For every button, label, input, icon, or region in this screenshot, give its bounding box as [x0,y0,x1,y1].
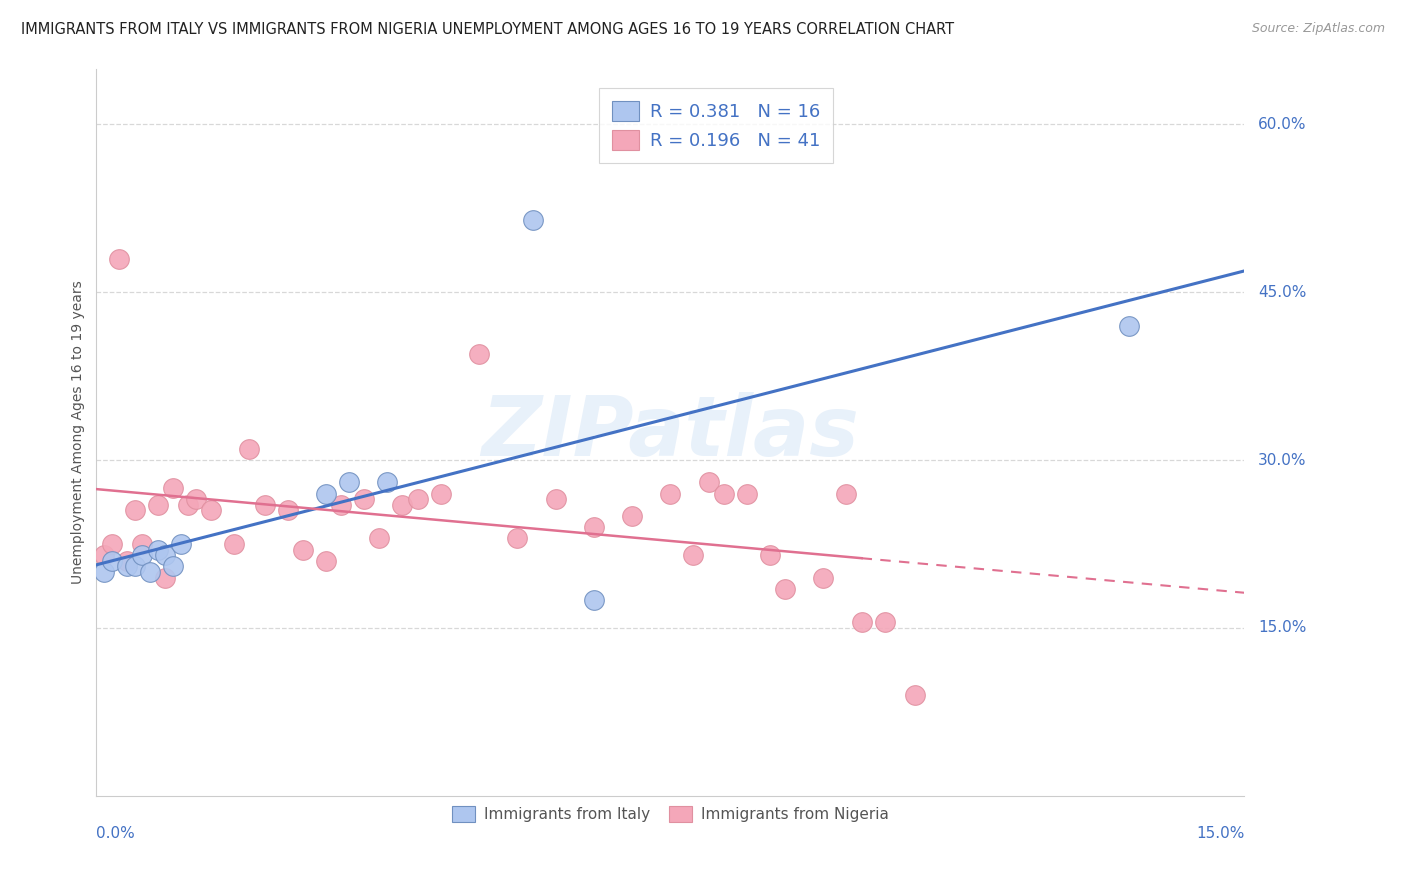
Point [659,486,682,500]
Point [582,520,605,534]
Point [184,492,207,507]
Point [93,565,115,579]
Point [315,486,337,500]
Point [873,615,896,630]
Point [773,582,796,596]
Point [238,442,260,456]
Point [146,542,169,557]
Point [582,593,605,607]
Point [759,548,782,562]
Point [124,503,146,517]
Point [93,548,115,562]
Point [391,498,413,512]
Text: 15.0%: 15.0% [1258,621,1306,635]
Point [124,559,146,574]
Point [162,559,184,574]
Text: 0.0%: 0.0% [97,826,135,841]
Point [713,486,735,500]
Point [155,571,177,585]
Point [330,498,353,512]
Point [697,475,720,490]
Text: 15.0%: 15.0% [1197,826,1244,841]
Text: IMMIGRANTS FROM ITALY VS IMMIGRANTS FROM NIGERIA UNEMPLOYMENT AMONG AGES 16 TO 1: IMMIGRANTS FROM ITALY VS IMMIGRANTS FROM… [21,22,955,37]
Legend: Immigrants from Italy, Immigrants from Nigeria: Immigrants from Italy, Immigrants from N… [446,800,894,828]
Point [224,537,246,551]
Point [131,537,153,551]
Point [108,252,131,266]
Y-axis label: Unemployment Among Ages 16 to 19 years: Unemployment Among Ages 16 to 19 years [72,280,86,584]
Point [904,688,927,702]
Point [169,537,191,551]
Point [146,498,169,512]
Point [155,548,177,562]
Point [406,492,429,507]
Point [429,486,451,500]
Point [375,475,398,490]
Point [813,571,835,585]
Point [468,347,491,361]
Point [162,481,184,495]
Text: 45.0%: 45.0% [1258,285,1306,300]
Text: ZIPatlas: ZIPatlas [481,392,859,473]
Point [131,548,153,562]
Point [253,498,276,512]
Point [177,498,200,512]
Point [522,212,544,227]
Point [544,492,567,507]
Point [291,542,314,557]
Point [115,554,138,568]
Point [851,615,873,630]
Point [682,548,704,562]
Point [1118,318,1140,333]
Point [115,559,138,574]
Point [368,532,391,546]
Point [353,492,375,507]
Point [139,565,162,579]
Point [200,503,222,517]
Point [100,554,122,568]
Text: Source: ZipAtlas.com: Source: ZipAtlas.com [1251,22,1385,36]
Point [100,537,122,551]
Point [621,509,644,524]
Point [506,532,529,546]
Text: 60.0%: 60.0% [1258,117,1306,132]
Point [337,475,360,490]
Text: 30.0%: 30.0% [1258,452,1306,467]
Point [735,486,758,500]
Point [277,503,299,517]
Point [835,486,858,500]
Point [315,554,337,568]
